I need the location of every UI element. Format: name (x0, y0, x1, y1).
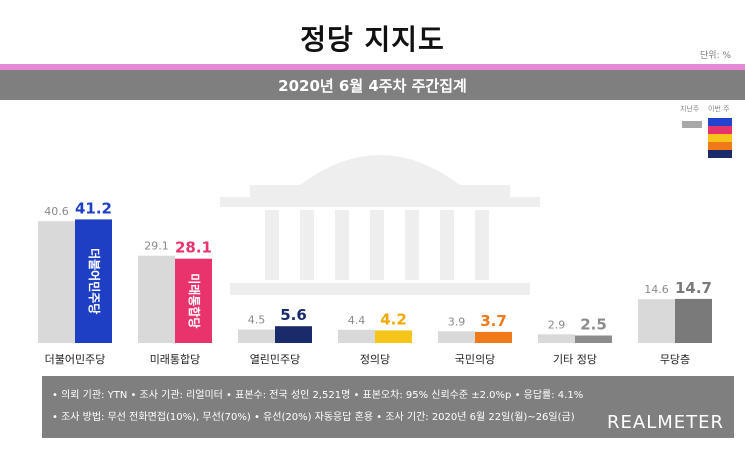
bar-this-week (475, 331, 512, 343)
value-label-curr: 2.5 (580, 316, 607, 334)
bar-prev-week (638, 299, 675, 343)
value-label-prev: 4.5 (248, 314, 266, 327)
value-label-curr: 41.2 (75, 199, 112, 217)
legend-swatch (708, 150, 732, 158)
legend-swatch (708, 126, 732, 134)
value-label-prev: 14.6 (644, 283, 669, 296)
legend: 지난주 이번 주 (678, 104, 738, 164)
value-label-prev: 3.9 (448, 315, 466, 328)
value-label-curr: 5.6 (280, 306, 307, 324)
value-label-curr: 14.7 (675, 279, 712, 297)
category-label: 열린민주당 (250, 353, 301, 366)
bar-this-week (75, 219, 112, 343)
party-logo-text: 더불어민주당 (87, 248, 102, 314)
realmeter-logo: REALMETER (607, 412, 724, 433)
category-label: 국민의당 (455, 353, 495, 366)
survey-info-line-1: • 의뢰 기관: YTN • 조사 기관: 리얼미터 • 표본수: 전국 성인 … (52, 390, 584, 401)
survey-info-line-2: • 조사 방법: 무선 전화면접(10%), 무선(70%) • 유선(20%)… (52, 412, 575, 423)
survey-info-box: • 의뢰 기관: YTN • 조사 기관: 리얼미터 • 표본수: 전국 성인 … (42, 376, 734, 438)
bar-prev-week (38, 221, 75, 343)
legend-prev-swatch (682, 121, 702, 128)
bar-prev-week (338, 329, 375, 343)
chart-title: 정당 지지도 (300, 23, 445, 56)
category-label: 정의당 (360, 353, 390, 366)
value-label-prev: 4.4 (348, 314, 366, 327)
value-label-prev: 40.6 (44, 205, 69, 218)
legend-swatch (708, 142, 732, 150)
value-label-prev: 29.1 (144, 240, 169, 253)
party-logo-text: 미래통합당 (187, 273, 202, 328)
category-label: 무당층 (660, 353, 690, 366)
value-label-curr: 3.7 (480, 312, 507, 330)
bar-this-week (175, 258, 212, 343)
subtitle-banner (0, 70, 745, 100)
bar-this-week (675, 298, 712, 343)
legend-curr-swatches (708, 118, 732, 160)
category-label: 미래통합당 (150, 353, 201, 366)
value-label-prev: 2.9 (548, 318, 566, 331)
category-label: 기타 정당 (553, 353, 597, 366)
legend-prev-label: 지난주 (680, 105, 700, 113)
accent-stripe (0, 64, 745, 70)
bar-prev-week (438, 331, 475, 343)
bar-this-week (275, 326, 312, 343)
bar-prev-week (238, 329, 275, 343)
value-label-curr: 28.1 (175, 239, 212, 257)
bar-prev-week (138, 255, 175, 343)
category-label: 더불어민주당 (45, 353, 106, 366)
legend-swatch (708, 118, 732, 126)
bar-this-week (375, 330, 412, 343)
legend-curr-label: 이번 주 (708, 105, 730, 113)
legend-swatch (708, 134, 732, 142)
unit-label: 단위: % (699, 51, 731, 61)
bar-this-week (575, 335, 612, 343)
bar-prev-week (538, 334, 575, 343)
building-watermark (220, 155, 540, 295)
value-label-curr: 4.2 (380, 310, 407, 328)
chart-subtitle: 2020년 6월 4주차 주간집계 (278, 77, 467, 95)
